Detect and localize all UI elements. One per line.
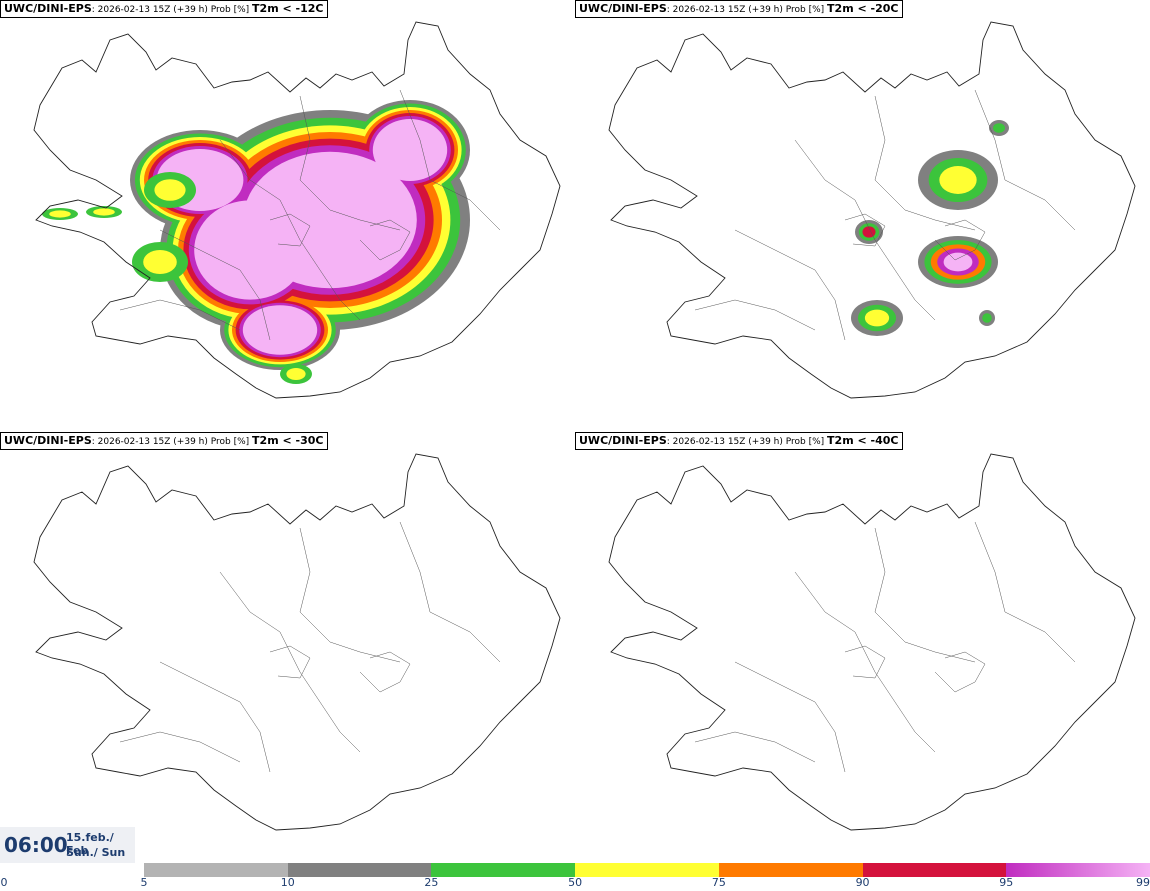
panel-title: UWC/DINI-EPS: 2026-02-13 15Z (+39 h) Pro… bbox=[0, 432, 328, 450]
colorbar-segment bbox=[718, 863, 864, 877]
parameter: T2m < -30C bbox=[252, 434, 324, 447]
probability-area bbox=[286, 368, 306, 380]
region-boundary bbox=[399, 89, 501, 231]
region-boundary bbox=[269, 213, 311, 247]
valid-time: 06:00 bbox=[4, 833, 68, 857]
region-boundary bbox=[299, 95, 401, 231]
region-boundary bbox=[159, 661, 271, 773]
region-boundary bbox=[874, 95, 976, 231]
probability-area bbox=[49, 210, 71, 218]
colorbar-label: 75 bbox=[711, 876, 726, 889]
model-name: UWC/DINI-EPS bbox=[4, 2, 92, 15]
region-boundary bbox=[874, 527, 976, 663]
colorbar-label: 10 bbox=[280, 876, 295, 889]
colorbar-label: 25 bbox=[424, 876, 439, 889]
colorbar-segment bbox=[862, 863, 1007, 877]
probability-area bbox=[93, 208, 115, 216]
region-boundary bbox=[844, 213, 886, 247]
iceland-map bbox=[33, 21, 561, 399]
run-info: 2026-02-13 15Z (+39 h) Prob [%] bbox=[97, 437, 250, 447]
probability-colorbar bbox=[144, 863, 1150, 877]
colorbar-segment bbox=[287, 863, 432, 877]
map-panel-t2m-lt-20: UWC/DINI-EPS: 2026-02-13 15Z (+39 h) Pro… bbox=[575, 0, 1150, 432]
region-boundary bbox=[219, 571, 361, 753]
colorbar-segment bbox=[431, 863, 576, 877]
region-boundary bbox=[844, 645, 886, 679]
run-info: 2026-02-13 15Z (+39 h) Prob [%] bbox=[97, 5, 250, 15]
probability-area bbox=[242, 305, 318, 355]
region-boundary bbox=[794, 571, 936, 753]
region-boundary bbox=[694, 299, 816, 331]
parameter: T2m < -12C bbox=[252, 2, 324, 15]
colorbar-label: 95 bbox=[999, 876, 1014, 889]
probability-area bbox=[372, 119, 448, 181]
region-boundary bbox=[934, 219, 986, 261]
probability-area bbox=[154, 179, 186, 201]
probability-area bbox=[864, 309, 890, 327]
coastline bbox=[608, 453, 1136, 831]
valid-time-box: 06:00 15.feb./ Feb Sun./ Sun bbox=[0, 827, 135, 863]
region-boundary bbox=[694, 731, 816, 763]
region-boundary bbox=[299, 527, 401, 663]
coastline bbox=[33, 453, 561, 831]
model-name: UWC/DINI-EPS bbox=[579, 2, 667, 15]
valid-weekday: Sun./ Sun bbox=[66, 846, 126, 859]
probability-area bbox=[993, 123, 1005, 133]
probability-area bbox=[939, 166, 977, 194]
region-boundary bbox=[119, 731, 241, 763]
model-name: UWC/DINI-EPS bbox=[4, 434, 92, 447]
probability-area bbox=[982, 313, 992, 323]
region-boundary bbox=[159, 229, 271, 341]
run-info: 2026-02-13 15Z (+39 h) Prob [%] bbox=[672, 437, 825, 447]
colorbar-segment bbox=[144, 863, 289, 877]
coastline bbox=[608, 21, 1136, 399]
region-boundary bbox=[219, 139, 361, 321]
colorbar-segment bbox=[1006, 863, 1150, 877]
region-boundary bbox=[934, 651, 986, 693]
probability-area bbox=[194, 200, 306, 300]
panel-title: UWC/DINI-EPS: 2026-02-13 15Z (+39 h) Pro… bbox=[575, 0, 903, 18]
panel-title: UWC/DINI-EPS: 2026-02-13 15Z (+39 h) Pro… bbox=[0, 0, 328, 18]
map-panel-t2m-lt-30: UWC/DINI-EPS: 2026-02-13 15Z (+39 h) Pro… bbox=[0, 432, 575, 864]
model-name: UWC/DINI-EPS bbox=[579, 434, 667, 447]
iceland-map bbox=[33, 453, 561, 831]
region-boundary bbox=[399, 521, 501, 663]
probability-area bbox=[943, 252, 973, 272]
region-boundary bbox=[734, 661, 846, 773]
region-boundary bbox=[359, 651, 411, 693]
parameter: T2m < -20C bbox=[827, 2, 899, 15]
colorbar-label: 99 bbox=[1136, 876, 1150, 889]
region-boundary bbox=[269, 645, 311, 679]
colorbar-label: 5 bbox=[140, 876, 148, 889]
probability-area bbox=[143, 250, 177, 274]
colorbar-label: 50 bbox=[568, 876, 583, 889]
colorbar-label: 90 bbox=[855, 876, 870, 889]
iceland-map bbox=[608, 21, 1136, 399]
region-boundary bbox=[119, 299, 241, 331]
valid-date: 15.feb./ Feb bbox=[66, 831, 114, 857]
panel-title: UWC/DINI-EPS: 2026-02-13 15Z (+39 h) Pro… bbox=[575, 432, 903, 450]
run-info: 2026-02-13 15Z (+39 h) Prob [%] bbox=[672, 5, 825, 15]
map-panel-t2m-lt-40: UWC/DINI-EPS: 2026-02-13 15Z (+39 h) Pro… bbox=[575, 432, 1150, 864]
colorbar-segment bbox=[575, 863, 720, 877]
region-boundary bbox=[974, 521, 1076, 663]
coastline bbox=[33, 21, 561, 399]
region-boundary bbox=[974, 89, 1076, 231]
region-boundary bbox=[734, 229, 846, 341]
parameter: T2m < -40C bbox=[827, 434, 899, 447]
colorbar-label: 0 bbox=[0, 876, 8, 889]
iceland-map bbox=[608, 453, 1136, 831]
region-boundary bbox=[359, 219, 411, 261]
map-panel-t2m-lt-12: UWC/DINI-EPS: 2026-02-13 15Z (+39 h) Pro… bbox=[0, 0, 575, 432]
region-boundary bbox=[794, 139, 936, 321]
